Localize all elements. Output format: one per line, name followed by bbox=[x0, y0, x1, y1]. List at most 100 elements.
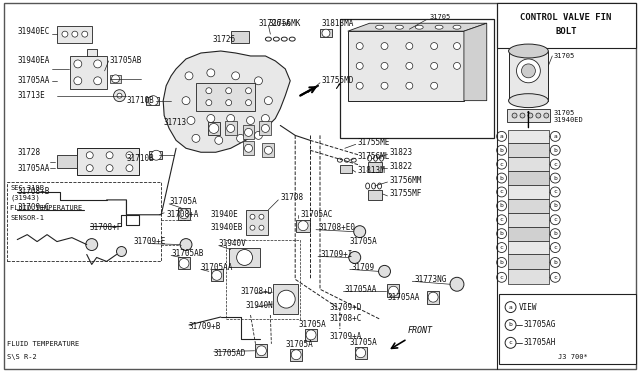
Circle shape bbox=[255, 131, 262, 140]
Circle shape bbox=[497, 159, 507, 169]
Text: 31705A: 31705A bbox=[350, 237, 378, 246]
Polygon shape bbox=[255, 344, 268, 357]
Text: c: c bbox=[500, 217, 504, 222]
Text: 31813MA: 31813MA bbox=[322, 19, 355, 28]
Polygon shape bbox=[178, 257, 190, 269]
Circle shape bbox=[497, 215, 507, 225]
Circle shape bbox=[206, 88, 212, 94]
Bar bbox=[499, 294, 636, 364]
Circle shape bbox=[550, 159, 560, 169]
Circle shape bbox=[262, 125, 269, 132]
Polygon shape bbox=[109, 75, 122, 83]
Ellipse shape bbox=[435, 25, 443, 29]
Circle shape bbox=[497, 173, 507, 183]
Text: 31756MK: 31756MK bbox=[268, 19, 301, 28]
Circle shape bbox=[126, 152, 133, 159]
Circle shape bbox=[182, 97, 190, 105]
Text: b: b bbox=[500, 231, 504, 236]
Circle shape bbox=[298, 221, 308, 231]
Text: CONTROL VALVE FIN: CONTROL VALVE FIN bbox=[520, 13, 612, 22]
Polygon shape bbox=[196, 83, 255, 110]
Polygon shape bbox=[508, 185, 549, 199]
Polygon shape bbox=[211, 269, 223, 281]
Circle shape bbox=[406, 42, 413, 49]
Circle shape bbox=[116, 247, 127, 256]
Polygon shape bbox=[355, 347, 367, 359]
Circle shape bbox=[497, 272, 507, 282]
Text: 31710B: 31710B bbox=[127, 154, 154, 163]
Text: 31940EC: 31940EC bbox=[17, 27, 50, 36]
Text: b: b bbox=[554, 176, 557, 180]
Text: 31705AA: 31705AA bbox=[17, 76, 50, 85]
Ellipse shape bbox=[509, 94, 548, 108]
Text: b: b bbox=[554, 260, 557, 265]
Text: 31823: 31823 bbox=[390, 148, 413, 157]
Ellipse shape bbox=[509, 44, 548, 58]
Circle shape bbox=[262, 115, 269, 122]
Text: 31705A: 31705A bbox=[350, 338, 378, 347]
Text: c: c bbox=[509, 340, 513, 345]
Circle shape bbox=[74, 77, 82, 85]
Text: c: c bbox=[500, 245, 504, 250]
Polygon shape bbox=[348, 23, 487, 31]
Circle shape bbox=[82, 31, 88, 37]
Text: FLUID TEMPERATURE: FLUID TEMPERATURE bbox=[10, 205, 83, 211]
Text: 31708+C: 31708+C bbox=[330, 314, 362, 324]
Circle shape bbox=[72, 31, 78, 37]
Circle shape bbox=[151, 150, 161, 160]
Circle shape bbox=[550, 145, 560, 155]
Circle shape bbox=[106, 165, 113, 171]
Polygon shape bbox=[464, 23, 487, 101]
Text: 31708+E0: 31708+E0 bbox=[318, 223, 355, 232]
Text: 31755ME: 31755ME bbox=[358, 138, 390, 147]
Text: a: a bbox=[500, 134, 504, 139]
Text: 31709+A: 31709+A bbox=[330, 332, 362, 341]
Circle shape bbox=[250, 214, 255, 219]
Circle shape bbox=[431, 42, 438, 49]
Text: 31705: 31705 bbox=[429, 14, 451, 20]
Circle shape bbox=[497, 229, 507, 238]
Text: 31705A: 31705A bbox=[298, 320, 326, 330]
Polygon shape bbox=[57, 155, 77, 168]
Circle shape bbox=[187, 116, 195, 125]
Polygon shape bbox=[367, 162, 381, 172]
Polygon shape bbox=[348, 31, 464, 101]
Polygon shape bbox=[387, 284, 399, 297]
Circle shape bbox=[550, 243, 560, 253]
Circle shape bbox=[497, 187, 507, 197]
Circle shape bbox=[454, 62, 460, 69]
Circle shape bbox=[522, 64, 536, 78]
Circle shape bbox=[185, 72, 193, 80]
Text: 31705AB: 31705AB bbox=[109, 57, 142, 65]
Circle shape bbox=[277, 290, 295, 308]
Circle shape bbox=[244, 144, 253, 152]
Circle shape bbox=[93, 77, 102, 85]
Text: 31756MM: 31756MM bbox=[390, 176, 422, 185]
Polygon shape bbox=[508, 199, 549, 213]
Circle shape bbox=[381, 42, 388, 49]
Circle shape bbox=[257, 346, 266, 356]
Circle shape bbox=[232, 72, 239, 80]
Polygon shape bbox=[57, 26, 92, 43]
Ellipse shape bbox=[415, 25, 423, 29]
Circle shape bbox=[388, 286, 399, 296]
Polygon shape bbox=[508, 157, 549, 171]
Text: 31773NG: 31773NG bbox=[414, 275, 447, 284]
Polygon shape bbox=[147, 97, 159, 105]
Circle shape bbox=[264, 146, 273, 154]
Circle shape bbox=[516, 59, 540, 83]
Circle shape bbox=[356, 42, 363, 49]
Circle shape bbox=[505, 337, 516, 348]
Text: 31705A: 31705A bbox=[169, 198, 197, 206]
Polygon shape bbox=[508, 269, 549, 284]
Text: 31940EB: 31940EB bbox=[211, 223, 243, 232]
Circle shape bbox=[237, 134, 244, 142]
Polygon shape bbox=[273, 284, 298, 314]
Text: b: b bbox=[554, 231, 557, 236]
Polygon shape bbox=[228, 247, 260, 267]
Circle shape bbox=[550, 173, 560, 183]
Text: 31709: 31709 bbox=[352, 263, 375, 272]
Circle shape bbox=[179, 209, 189, 219]
Circle shape bbox=[550, 257, 560, 267]
Circle shape bbox=[255, 77, 262, 85]
